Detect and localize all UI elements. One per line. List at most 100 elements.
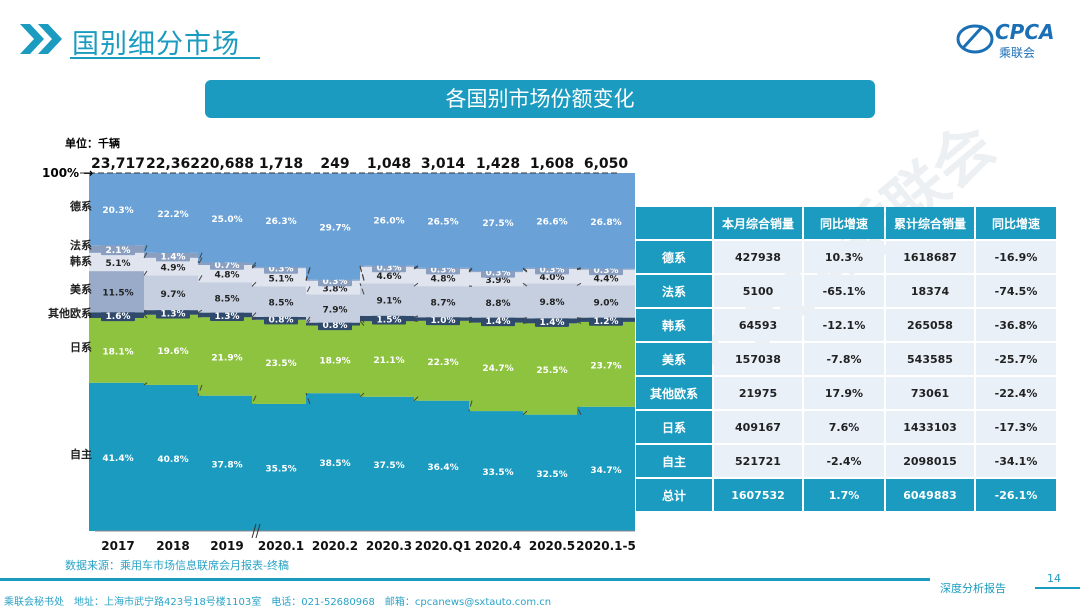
bar-segment [144,314,202,385]
total-label: 1,428 [476,156,520,172]
data-label: 1.2% [594,317,619,327]
data-label: 32.5% [536,470,567,480]
connector-line [359,320,365,326]
table-cell: 美系 [636,343,712,375]
bar-segment [89,173,147,246]
table-cell: 409167 [714,411,802,443]
bar-segment [469,173,527,272]
data-label: 26.5% [427,217,458,227]
table-cell: 2098015 [886,445,974,477]
bar-segment [89,317,147,383]
table-cell: 自主 [636,445,712,477]
series-label: 德系 [69,199,92,213]
bar-segment [252,403,310,531]
data-label: 29.7% [319,224,350,234]
data-label: 7.9% [323,306,348,316]
bar-segment [89,382,147,531]
axis-break [255,523,261,539]
table-cell: 1433103 [886,411,974,443]
footer-contact: 乘联会秘书处 地址：上海市武宁路423号18号楼1103室 电话：021-526… [4,597,552,608]
bar-segment [469,322,527,412]
data-label: 9.0% [594,299,619,309]
table-cell: 18374 [886,275,974,307]
data-label: 0.3% [594,266,619,276]
connector-line [251,262,257,268]
table-row: 美系 157038 -7.8% 543585 -25.7% [636,343,1056,375]
data-label: 20.3% [102,206,133,216]
unit-label: 单位：千辆 [65,137,120,150]
data-label: 37.5% [373,461,404,471]
connector-line [522,410,528,416]
bar-segment [144,173,202,253]
data-label: 1.6% [106,312,131,322]
data-label: 33.5% [482,468,513,478]
connector-line [197,257,203,266]
data-label: 0.8% [323,321,348,331]
bar-segment [469,411,527,531]
data-label: 27.5% [482,219,513,229]
data-label: 26.3% [265,217,296,227]
series-label: 法系 [70,238,92,252]
table-cell: 21975 [714,377,802,409]
data-label: 3.8% [323,285,348,295]
bar-segment [306,393,364,531]
series-label: 其他欧系 [48,306,92,320]
data-label: 1.0% [431,316,456,326]
data-label: 23.5% [265,359,296,369]
data-label: 1.4% [540,318,565,328]
bar-segment [198,395,256,531]
connector-line [576,321,582,324]
data-label: 0.3% [377,263,402,273]
connector-line [359,265,365,280]
category-label: 2020.Q1 [415,539,472,553]
connector-line [413,396,419,402]
connector-line [576,406,582,415]
bar-segment [198,317,256,396]
connector-line [576,317,582,319]
connector-line [143,309,148,313]
data-label-box [101,243,135,256]
table-header: 同比增速 [804,207,884,239]
bar-segment [144,257,202,276]
table-cell: -12.1% [804,309,884,341]
data-source: 数据来源：乘用车市场信息联席会月报表-终稿 [65,559,289,572]
data-label: 22.2% [157,210,188,220]
bar-segment [89,252,147,272]
cpca-logo: CPCA 乘联会 [955,18,1065,60]
connector-line [143,314,148,319]
table-cell: 427938 [714,241,802,273]
data-label: 0.3% [323,277,348,287]
data-label: 5.1% [106,259,131,269]
data-label: 5.1% [269,274,294,284]
connector-line [359,315,365,323]
connector-line [576,282,582,286]
table-header: 累计综合销量 [886,207,974,239]
sales-table: 本月综合销量 同比增速 累计综合销量 同比增速 德系 427938 10.3% 161868… [634,205,1058,513]
bar-segment [306,325,364,394]
connector-line [197,275,203,283]
table-row: 日系 409167 7.6% 1433103 -17.3% [636,411,1056,443]
connector-line [197,384,203,396]
table-cell: 64593 [714,309,802,341]
data-label: 22.3% [427,358,458,368]
connector-line [197,314,203,318]
table-cell: 10.3% [804,241,884,273]
data-label: 40.8% [157,455,188,465]
table-cell: -36.8% [976,309,1056,341]
data-label: 38.5% [319,459,350,469]
bar-segment [577,285,635,318]
table-header: 同比增速 [976,207,1056,239]
table-cell: 157038 [714,343,802,375]
table-cell: 1618687 [886,241,974,273]
table-cell: -34.1% [976,445,1056,477]
page-number: 14 [1047,572,1061,585]
table-cell: 543585 [886,343,974,375]
data-label: 1.4% [161,252,186,262]
data-label: 4.4% [594,275,619,285]
data-label: 1.4% [486,317,511,327]
total-label: 3,014 [421,156,466,172]
connector-line [305,286,311,295]
table-cell: 7.6% [804,411,884,443]
table-cell: 521721 [714,445,802,477]
bar-segment [198,282,256,313]
